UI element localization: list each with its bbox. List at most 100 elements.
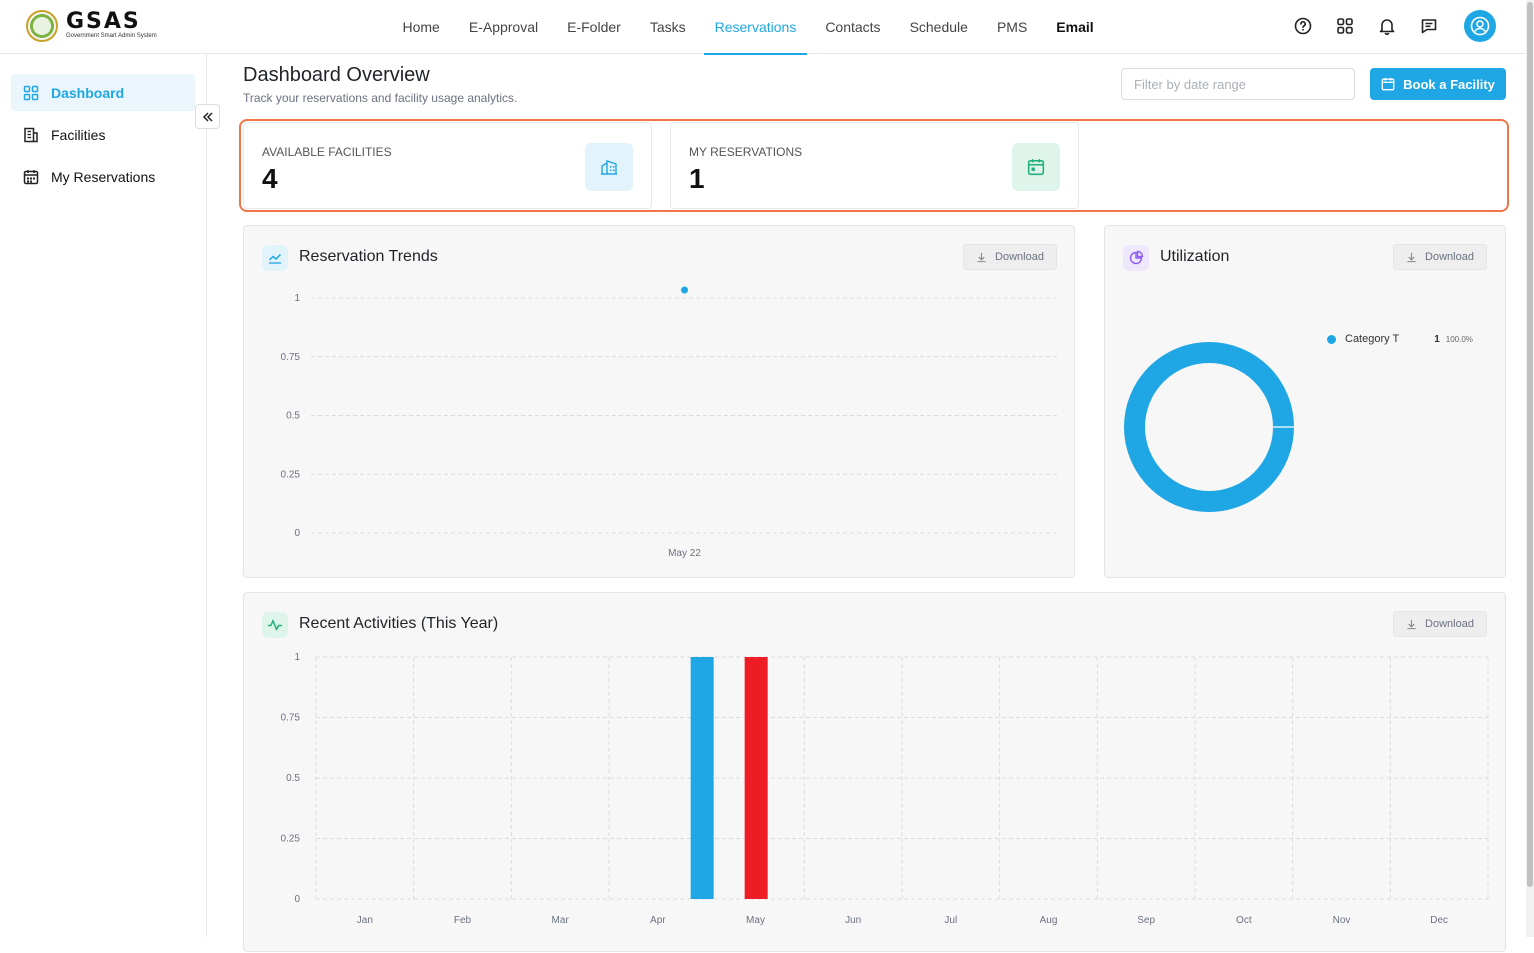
main-nav: Home E-Approval E-Folder Tasks Reservati… — [388, 0, 1108, 55]
bell-icon[interactable] — [1372, 11, 1402, 41]
download-label: Download — [995, 251, 1044, 263]
reservation-trends-chart: 0 0.25 0.5 0.75 1 May 22 — [281, 286, 1058, 559]
calendar-icon — [1381, 77, 1395, 91]
calendar-icon — [23, 169, 39, 184]
nav-e-approval[interactable]: E-Approval — [468, 19, 539, 35]
x-tick-label: Aug — [1040, 915, 1058, 926]
building-icon — [24, 127, 38, 142]
download-label: Download — [1425, 251, 1474, 263]
utilization-panel: Utilization Download Category T 1 100.0% — [1104, 225, 1506, 578]
y-tick-label: 1 — [294, 293, 300, 304]
sidebar-item-dashboard[interactable]: Dashboard — [11, 74, 195, 111]
logo-subtitle: Government Smart Admin System — [66, 33, 157, 39]
legend-swatch — [1327, 334, 1336, 344]
stat-card-my-reservations: MY RESERVATIONS 1 — [670, 122, 1079, 209]
sidebar-item-label: My Reservations — [51, 168, 156, 185]
nav-pms[interactable]: PMS — [996, 19, 1028, 35]
sidebar-collapse-button[interactable] — [195, 104, 220, 129]
dashboard-grid-icon — [23, 85, 39, 100]
reservation-trends-panel: Reservation Trends Download 0 0.25 0.5 0.75… — [243, 225, 1075, 578]
utilization-donut-chart — [1124, 342, 1294, 512]
x-tick-label: Jul — [944, 915, 957, 926]
recent-activities-bar-chart: 0 0.25 0.5 0.75 1 Jan Feb Mar Apr May Jun Jul Aug Sep… — [281, 652, 1489, 926]
y-tick-label: 0.5 — [286, 411, 300, 422]
download-icon — [1407, 252, 1416, 262]
x-tick-label: Oct — [1236, 915, 1252, 926]
trends-download-button[interactable]: Download — [963, 244, 1057, 270]
page-title: Dashboard Overview — [243, 64, 430, 86]
book-facility-label: Book a Facility — [1403, 76, 1495, 92]
stat-value: 1 — [689, 163, 705, 194]
stats-highlight-frame — [239, 119, 1509, 212]
panel-title: Recent Activities (This Year) — [299, 615, 499, 632]
x-tick-label: May — [746, 915, 765, 926]
stat-value: 4 — [262, 163, 278, 194]
nav-contacts[interactable]: Contacts — [825, 19, 881, 35]
panel-title: Utilization — [1160, 248, 1230, 265]
download-icon — [977, 252, 986, 262]
double-chevron-left-icon — [202, 111, 213, 122]
bar — [690, 657, 714, 899]
nav-email[interactable]: Email — [1056, 19, 1094, 35]
sidebar-item-my-reservations[interactable]: My Reservations — [11, 158, 195, 195]
bar — [744, 657, 768, 899]
x-tick-label: Dec — [1430, 915, 1448, 926]
book-facility-button[interactable]: Book a Facility — [1370, 68, 1506, 100]
donut-slice — [1124, 342, 1294, 512]
help-icon[interactable] — [1288, 11, 1318, 41]
x-tick-label: Mar — [552, 915, 570, 926]
scrollbar-thumb[interactable] — [1527, 2, 1533, 887]
download-icon — [1407, 619, 1416, 629]
stat-label: MY RESERVATIONS — [689, 145, 803, 159]
app-logo[interactable]: GSAS Government Smart Admin System — [26, 10, 157, 42]
sidebar-item-label: Dashboard — [51, 84, 125, 101]
government-seal-icon — [26, 10, 58, 42]
recent-activities-panel: Recent Activities (This Year) Download 0… — [243, 592, 1506, 952]
logo-title: GSAS — [66, 9, 141, 34]
sidebar-item-facilities[interactable]: Facilities — [11, 116, 195, 153]
y-tick-label: 0.75 — [281, 352, 301, 363]
nav-reservations[interactable]: Reservations — [700, 0, 811, 55]
top-icon-group — [1276, 10, 1496, 42]
utilization-legend: Category T 1 100.0% — [1327, 333, 1473, 345]
y-tick-label: 0.25 — [281, 469, 301, 480]
nav-tasks[interactable]: Tasks — [649, 19, 686, 35]
building-icon — [585, 143, 633, 191]
top-navbar: GSAS Government Smart Admin System Home … — [0, 0, 1526, 55]
activity-pulse-icon — [262, 612, 288, 638]
chat-icon[interactable] — [1414, 11, 1444, 41]
y-tick-label: 0.75 — [281, 713, 301, 724]
stat-card-available-facilities: AVAILABLE FACILITIES 4 — [243, 122, 652, 209]
x-tick-label: Jan — [357, 915, 373, 926]
pie-chart-icon — [1123, 245, 1149, 271]
page-subtitle: Track your reservations and facility usa… — [243, 91, 518, 105]
stat-label: AVAILABLE FACILITIES — [262, 145, 392, 159]
x-tick-label: Feb — [454, 915, 472, 926]
trend-line-icon — [262, 245, 288, 271]
user-avatar-icon[interactable] — [1464, 10, 1496, 42]
utilization-download-button[interactable]: Download — [1393, 244, 1487, 270]
calendar-icon — [1012, 143, 1060, 191]
sidebar: Dashboard Facilities My Reservations — [0, 54, 207, 937]
y-tick-label: 1 — [294, 652, 300, 663]
y-tick-label: 0 — [294, 894, 300, 905]
x-tick-label: Jun — [845, 915, 861, 926]
y-tick-label: 0.5 — [286, 773, 300, 784]
nav-e-folder[interactable]: E-Folder — [567, 19, 621, 35]
date-range-filter-input[interactable] — [1121, 68, 1355, 100]
y-tick-label: 0.25 — [281, 834, 301, 845]
download-label: Download — [1425, 618, 1474, 630]
x-tick-label: May 22 — [668, 548, 701, 559]
activities-download-button[interactable]: Download — [1393, 611, 1487, 637]
nav-schedule[interactable]: Schedule — [909, 19, 968, 35]
nav-home[interactable]: Home — [402, 19, 440, 35]
sidebar-item-label: Facilities — [51, 126, 106, 143]
apps-grid-icon[interactable] — [1330, 11, 1360, 41]
panel-title: Reservation Trends — [299, 248, 438, 265]
y-tick-label: 0 — [294, 528, 300, 539]
legend-percent: 100.0% — [1445, 334, 1473, 344]
page-scrollbar[interactable] — [1526, 0, 1534, 937]
legend-label: Category T — [1345, 333, 1400, 345]
x-tick-label: Nov — [1333, 915, 1351, 926]
legend-value: 1 — [1434, 333, 1440, 345]
